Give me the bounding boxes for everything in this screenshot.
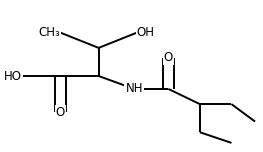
Text: O: O xyxy=(164,51,173,64)
Text: CH₃: CH₃ xyxy=(39,26,60,39)
Text: HO: HO xyxy=(4,69,22,83)
Text: O: O xyxy=(56,106,65,119)
Text: NH: NH xyxy=(125,82,143,95)
Text: OH: OH xyxy=(137,26,155,39)
